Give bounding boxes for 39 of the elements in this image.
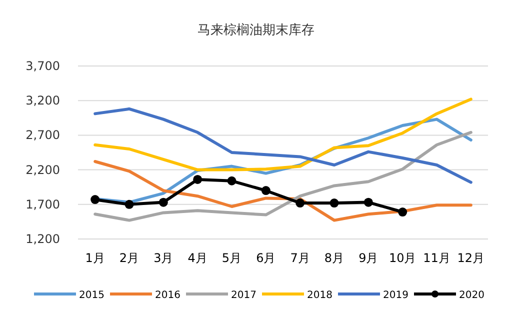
- x-tick-label: 9月: [358, 251, 378, 265]
- line-series: [94, 160, 472, 222]
- y-tick-label: 3,700: [26, 59, 60, 73]
- x-tick-label: 11月: [423, 251, 450, 265]
- point: [193, 174, 202, 184]
- legend-label: 2016: [155, 290, 180, 301]
- legend-label: 2018: [307, 290, 332, 301]
- y-tick-label: 3,200: [26, 94, 60, 108]
- line-series: [94, 130, 472, 222]
- y-tick-label: 2,200: [26, 162, 60, 177]
- point: [364, 198, 373, 207]
- x-tick-label: 2月: [119, 251, 140, 265]
- y-tick-label: 1,700: [26, 197, 60, 212]
- x-tick-label: 4月: [188, 251, 208, 265]
- point: [227, 176, 236, 186]
- point: [398, 208, 408, 217]
- point: [261, 186, 270, 196]
- y-tick-label: 2,700: [26, 128, 60, 142]
- chart-title: 马来棕榈油期末库存: [198, 23, 314, 38]
- point: [330, 198, 339, 208]
- x-tick-label: 1月: [85, 251, 105, 265]
- legend-label: 2020: [459, 290, 484, 301]
- x-tick-label: 12月: [457, 251, 485, 265]
- x-tick-label: 8月: [324, 251, 344, 265]
- x-tick-label: 3月: [154, 251, 174, 265]
- legend-label: 2015: [79, 290, 104, 301]
- line-series: [94, 98, 472, 172]
- x-tick-label: 7月: [290, 251, 310, 265]
- point: [90, 195, 100, 204]
- point: [296, 198, 305, 208]
- line-series: [94, 107, 472, 184]
- x-tick-label: 5月: [222, 251, 242, 265]
- point: [158, 198, 168, 207]
- point: [124, 200, 134, 209]
- legend-label: 2019: [383, 290, 408, 301]
- x-tick-label: 10月: [388, 251, 416, 265]
- y-tick-label: 1,200: [26, 232, 60, 246]
- legend-label: 2017: [231, 290, 256, 301]
- x-tick-label: 6月: [256, 251, 276, 265]
